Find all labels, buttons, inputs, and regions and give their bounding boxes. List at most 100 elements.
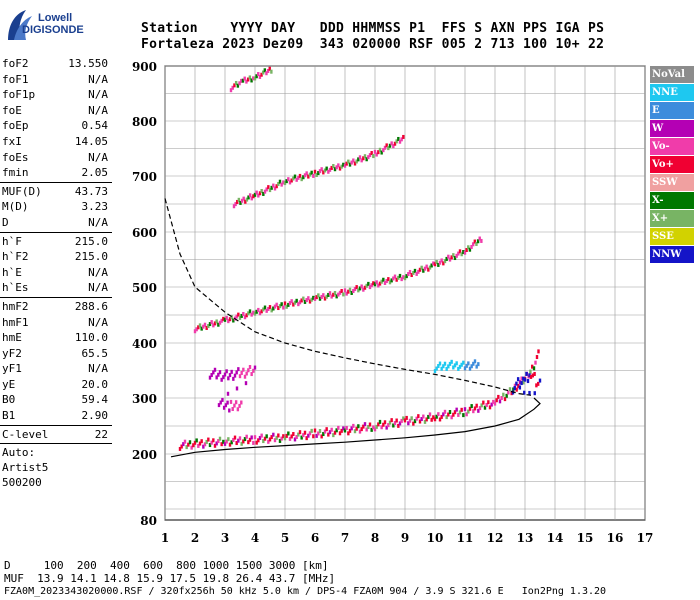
trace-point <box>343 428 347 433</box>
trace-point <box>347 289 350 294</box>
trace-point <box>298 300 302 305</box>
trace-point <box>215 375 218 380</box>
trace-point <box>352 289 355 294</box>
trace-point <box>257 193 260 198</box>
trace-point <box>468 366 472 371</box>
trace-point <box>288 180 292 185</box>
trace-point <box>255 440 258 445</box>
trace-point <box>333 167 337 172</box>
trace-point <box>253 435 257 440</box>
trace-point <box>368 153 372 158</box>
trace-point <box>370 427 373 432</box>
trace-point <box>468 406 472 411</box>
trace-point <box>255 309 258 314</box>
trace-point <box>343 288 347 293</box>
trace-point <box>437 412 440 417</box>
trace-point <box>255 74 258 79</box>
logo-text-digisonde: DIGISONDE <box>22 24 84 36</box>
trace-point <box>358 429 362 434</box>
trace-point <box>260 72 263 77</box>
trace-point <box>328 291 332 296</box>
trace-point <box>212 438 215 443</box>
trace-point <box>520 376 523 381</box>
trace-point <box>500 396 503 400</box>
trace-point <box>265 308 268 313</box>
param-value: 288.6 <box>74 299 108 313</box>
trace-point <box>372 154 375 159</box>
trace-point <box>238 436 242 441</box>
trace-point <box>265 187 268 192</box>
trace-point <box>338 166 342 171</box>
param-label: hmE <box>2 331 22 345</box>
trace-point <box>267 439 270 444</box>
trace-point <box>290 434 293 439</box>
trace-point <box>531 364 534 369</box>
trace-point <box>303 430 307 435</box>
trace-point <box>232 204 236 209</box>
trace-point <box>362 287 365 292</box>
trace-point <box>243 315 247 320</box>
trace-point <box>483 405 487 410</box>
trace-point <box>320 167 323 172</box>
muf-profile-line <box>164 198 532 396</box>
trace-point <box>363 285 367 290</box>
trace-point <box>353 287 357 292</box>
trace-point <box>252 440 255 445</box>
trace-point <box>302 175 305 180</box>
trace-point <box>440 366 443 371</box>
trace-point <box>355 426 358 431</box>
trace-point <box>239 200 242 205</box>
x-tick-label: 1 <box>161 531 169 545</box>
trace-point <box>367 424 370 429</box>
parameter-panel: foF2 13.550 foF1 N/A foF1p N/A foE N/A foEp 0.54 f… <box>0 56 112 490</box>
trace-point <box>398 421 402 426</box>
param-label: yE <box>2 377 16 391</box>
trace-point <box>202 324 205 329</box>
trace-point <box>183 439 187 444</box>
trace-point <box>302 433 305 438</box>
trace-point <box>345 425 348 430</box>
trace-point <box>248 75 252 80</box>
lowell-digisonde-logo <box>8 10 32 40</box>
param-value: N/A <box>88 215 108 229</box>
trace-point <box>288 436 292 441</box>
trace-point <box>275 302 278 307</box>
trace-point <box>378 147 382 152</box>
param-row: hmF2 288.6 <box>0 299 112 315</box>
trace-point <box>287 302 290 307</box>
trace-point <box>235 441 238 446</box>
trace-point <box>234 400 238 405</box>
trace-point <box>263 68 267 73</box>
trace-point <box>473 406 477 411</box>
trace-point <box>310 170 313 175</box>
trace-point <box>283 301 287 306</box>
trace-point <box>297 175 300 180</box>
trace-point <box>357 157 360 162</box>
trace-point <box>512 387 515 392</box>
trace-point <box>522 376 525 381</box>
param-label: foE <box>2 103 22 117</box>
trace-point <box>260 309 263 314</box>
trace-point <box>337 163 340 168</box>
trace-point <box>400 137 403 142</box>
x-tick-label: 8 <box>371 531 379 545</box>
trace-point <box>365 283 368 288</box>
trace-point <box>298 430 302 435</box>
trace-point <box>330 427 333 432</box>
trace-point <box>320 434 323 439</box>
trace-point <box>298 173 302 178</box>
param-label: h`F <box>2 234 22 248</box>
trace-point <box>237 367 240 372</box>
trace-point <box>398 273 402 278</box>
legend-w: W <box>650 120 694 137</box>
trace-point <box>403 418 407 423</box>
trace-point <box>238 403 241 408</box>
param-value: 110.0 <box>74 331 108 345</box>
trace-point <box>343 163 347 168</box>
param-row: yF1 N/A <box>0 361 112 377</box>
trace-point <box>328 167 332 172</box>
trace-point <box>508 387 512 392</box>
trace-point <box>362 156 365 161</box>
param-value: 43.73 <box>74 184 108 198</box>
trace-point <box>373 427 377 432</box>
